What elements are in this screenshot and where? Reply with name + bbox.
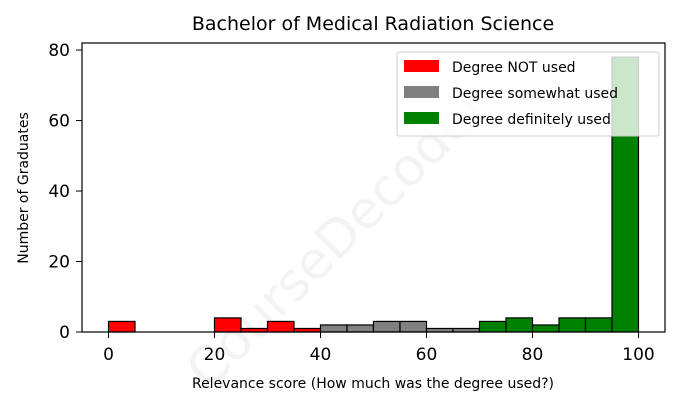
y-axis-ticks: 0 20 40 60 80 xyxy=(48,41,82,343)
histogram-bar xyxy=(319,324,348,333)
legend-swatch xyxy=(404,86,439,98)
legend-label: Degree definitely used xyxy=(452,112,611,128)
legend-label: Degree NOT used xyxy=(452,60,576,76)
x-axis-label: Relevance score (How much was the degree… xyxy=(192,376,554,392)
histogram-bar xyxy=(346,324,375,333)
histogram-bar xyxy=(478,320,507,333)
legend: Degree NOT used Degree somewhat used Degre… xyxy=(396,51,660,137)
histogram-bar xyxy=(107,320,136,333)
y-tick-label: 40 xyxy=(48,182,70,202)
histogram-bar xyxy=(399,320,428,333)
legend-label: Degree somewhat used xyxy=(452,86,618,102)
x-tick-label: 20 xyxy=(204,345,226,365)
y-axis-label: Number of Graduates xyxy=(16,112,32,264)
histogram-bar xyxy=(372,320,401,333)
x-tick-label: 40 xyxy=(310,345,332,365)
y-tick-label: 20 xyxy=(48,253,70,273)
legend-box xyxy=(396,51,660,137)
y-tick-label: 60 xyxy=(48,112,70,132)
x-tick-label: 80 xyxy=(522,345,544,365)
y-tick-label: 0 xyxy=(59,323,70,343)
chart-title: Bachelor of Medical Radiation Science xyxy=(192,13,554,35)
histogram-bar xyxy=(505,317,534,333)
legend-swatch xyxy=(404,60,439,72)
x-axis-ticks: 0 20 40 60 80 100 xyxy=(103,332,655,365)
y-tick-label: 80 xyxy=(48,41,70,61)
histogram-bar xyxy=(213,317,242,333)
x-tick-label: 0 xyxy=(103,345,114,365)
plot-frame xyxy=(81,42,666,333)
legend-swatch xyxy=(404,112,439,124)
x-tick-label: 100 xyxy=(622,345,654,365)
histogram-bar xyxy=(266,320,295,333)
histogram-bar xyxy=(531,324,560,333)
histogram-bar xyxy=(584,317,613,333)
histogram-bar xyxy=(558,317,587,333)
x-tick-label: 60 xyxy=(416,345,438,365)
